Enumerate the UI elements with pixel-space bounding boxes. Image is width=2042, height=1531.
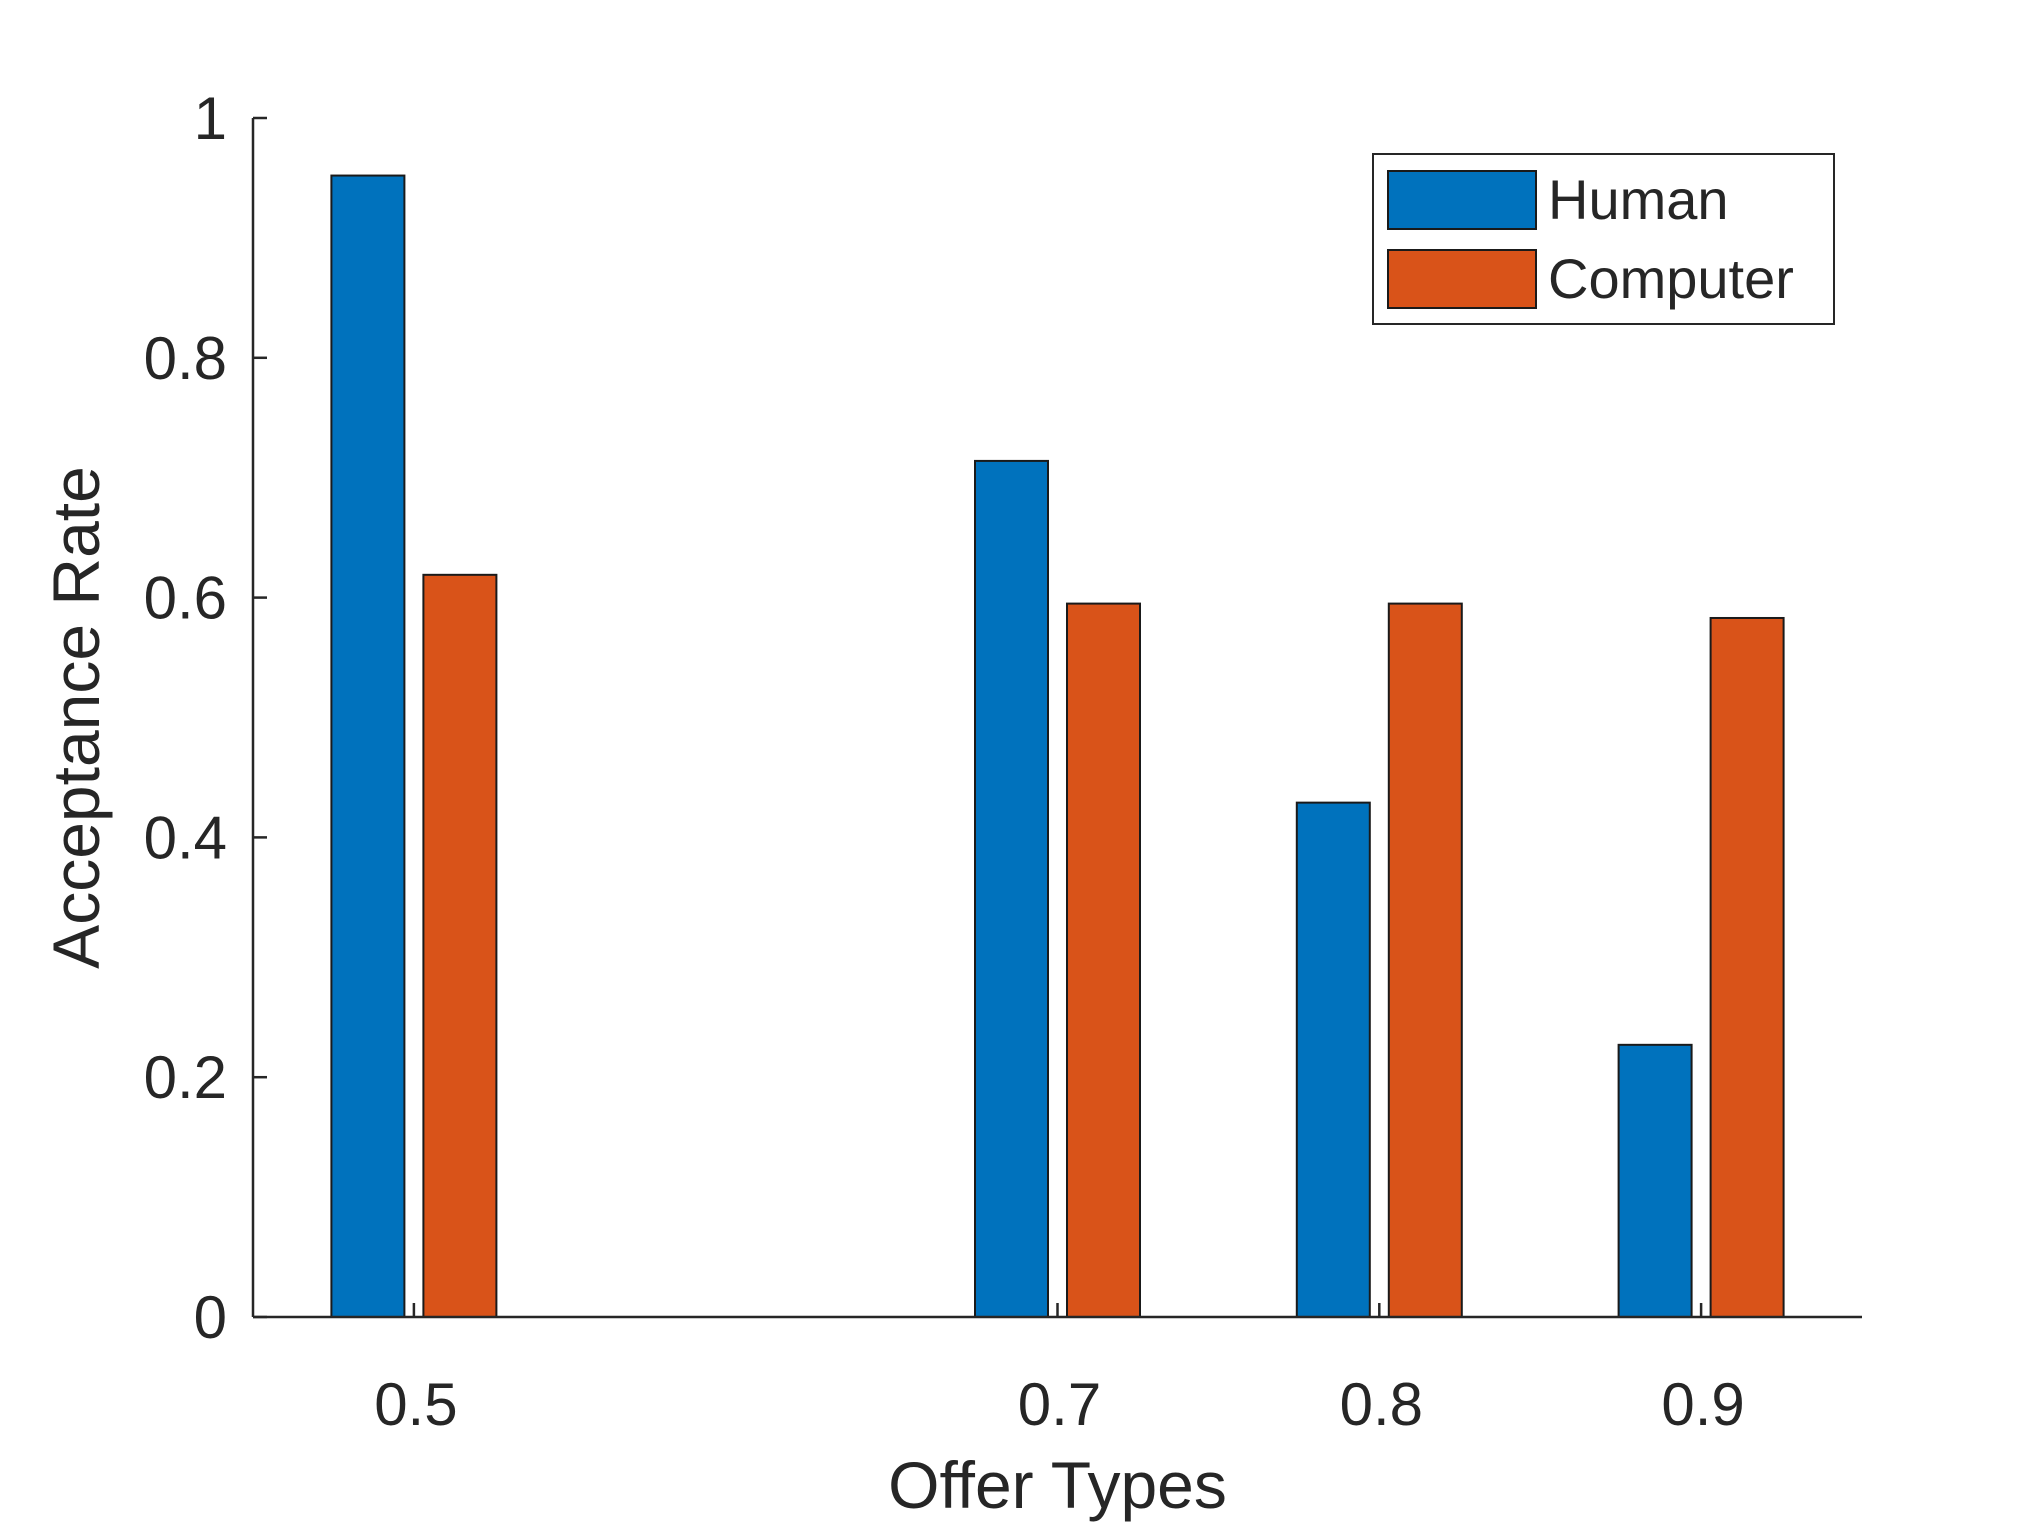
y-axis-label: Acceptance Rate	[39, 466, 113, 969]
legend-label-computer: Computer	[1548, 247, 1794, 310]
bar-computer-0.5	[422, 573, 498, 1318]
y-tick-label: 1	[194, 85, 227, 152]
bars-group	[330, 174, 1785, 1319]
x-tick-label: 0.7	[1018, 1371, 1101, 1438]
bar-computer-0.7	[1066, 602, 1141, 1318]
bar-computer-0.8	[1387, 602, 1463, 1318]
legend-swatch-computer	[1387, 249, 1537, 309]
y-tick-label: 0	[194, 1284, 227, 1351]
x-axis-label: Offer Types	[888, 1448, 1227, 1522]
bar-human-0.5	[330, 174, 406, 1318]
x-tick-label: 0.9	[1661, 1371, 1744, 1438]
x-tick-label: 0.8	[1340, 1371, 1423, 1438]
legend: Human Computer	[1372, 153, 1835, 325]
legend-swatch-human	[1387, 170, 1537, 230]
y-tick-label: 0.2	[144, 1044, 227, 1111]
legend-label-human: Human	[1548, 168, 1729, 231]
y-tick-label: 0.8	[144, 325, 227, 392]
axes-group: 0 0.2 0.4 0.6 0.8 1 0.5 0.7 0.8 0.9	[144, 85, 1862, 1438]
x-tick-label: 0.5	[374, 1371, 457, 1438]
y-tick-label: 0.6	[144, 565, 227, 632]
y-tick-label: 0.4	[144, 804, 227, 871]
bar-computer-0.9	[1709, 616, 1785, 1318]
bar-human-0.8	[1295, 801, 1371, 1318]
bar-human-0.7	[974, 459, 1049, 1318]
bar-human-0.9	[1617, 1043, 1693, 1319]
